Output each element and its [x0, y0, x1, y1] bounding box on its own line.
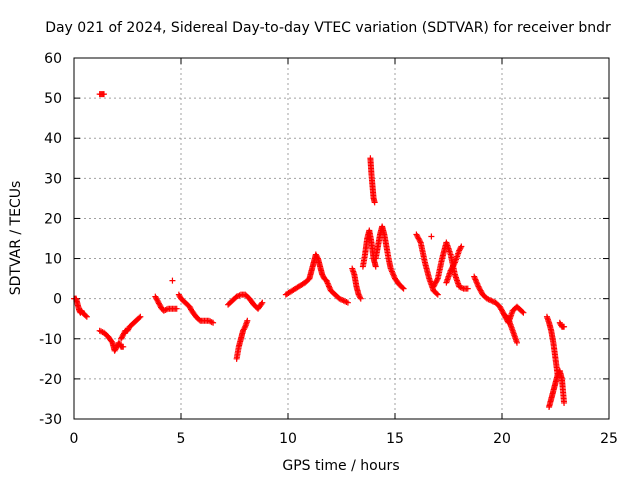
y-tick-label: 50	[44, 91, 62, 107]
y-tick-label: 60	[44, 51, 62, 67]
data-series-segment	[349, 265, 364, 302]
y-axis-label: SDTVAR / TECUs	[8, 181, 24, 296]
y-tick-label: 0	[53, 292, 62, 308]
data-series-segment	[96, 327, 127, 354]
data-point	[464, 285, 471, 292]
y-tick-label: -20	[39, 372, 62, 388]
data-series-segment	[152, 293, 180, 314]
data-point	[434, 276, 441, 283]
data-point	[120, 343, 127, 350]
data-series-segment	[546, 367, 568, 410]
data-point	[371, 199, 378, 206]
data-series-segment	[543, 313, 561, 378]
data-series-segment	[233, 317, 251, 362]
data-point	[208, 319, 215, 326]
data-series-segment	[118, 313, 144, 342]
data-series-segment	[443, 243, 465, 286]
data-series-segment	[169, 277, 176, 284]
x-tick-label: 5	[177, 431, 186, 447]
data-series-segment	[428, 233, 435, 240]
data-point	[416, 238, 423, 245]
data-point	[173, 305, 180, 312]
data-point	[136, 314, 143, 321]
data-series-segment	[225, 291, 266, 312]
y-tick-label: 10	[44, 252, 62, 268]
x-tick-label: 0	[70, 431, 79, 447]
chart-title: Day 021 of 2024, Sidereal Day-to-day VTE…	[45, 20, 611, 36]
data-point	[83, 313, 90, 320]
x-axis-label: GPS time / hours	[282, 458, 399, 474]
data-point	[428, 233, 435, 240]
data-point	[137, 313, 144, 320]
y-tick-label: 20	[44, 211, 62, 227]
x-tick-label: 25	[600, 431, 618, 447]
x-tick-layer: 0 5 10 15 20 25	[70, 58, 618, 447]
data-series-segment	[96, 91, 107, 98]
data-point	[163, 306, 170, 313]
data-point	[458, 243, 465, 250]
data-series-segment	[372, 223, 407, 292]
data-point	[519, 308, 526, 315]
y-tick-label: -30	[39, 412, 62, 428]
data-series-segment	[367, 155, 378, 206]
plot-frame	[73, 57, 610, 420]
data-point-layer	[71, 91, 568, 410]
x-tick-label: 20	[493, 431, 511, 447]
data-point	[100, 91, 107, 98]
data-point	[561, 399, 568, 406]
data-point	[210, 319, 217, 326]
data-series-segment	[501, 311, 520, 346]
data-point	[357, 295, 364, 302]
data-point	[169, 277, 176, 284]
data-series-segment	[323, 277, 351, 306]
y-tick-label: 30	[44, 171, 62, 187]
data-point	[314, 254, 321, 261]
x-tick-label: 15	[386, 431, 404, 447]
data-point	[344, 299, 351, 306]
data-point	[259, 299, 266, 306]
data-point	[561, 323, 568, 330]
data-series-segment	[359, 227, 379, 270]
data-point	[357, 294, 364, 301]
data-series-segment	[556, 319, 568, 330]
y-tick-label: -10	[39, 332, 62, 348]
data-point	[433, 290, 440, 297]
data-point	[520, 309, 527, 316]
data-point	[399, 284, 406, 291]
data-point	[207, 318, 214, 325]
data-point	[82, 312, 89, 319]
data-point	[434, 291, 441, 298]
data-point	[459, 284, 466, 291]
data-point	[513, 339, 520, 346]
data-series-segment	[175, 291, 217, 326]
y-tick-layer: -30 -20 -10 0 10 20 30 40 50 60	[39, 51, 609, 428]
data-series-segment	[471, 273, 527, 326]
x-tick-label: 10	[279, 431, 297, 447]
grid-layer	[74, 58, 609, 419]
data-point	[244, 317, 251, 324]
data-point	[241, 325, 248, 332]
data-series-segment	[413, 231, 441, 298]
data-point	[400, 285, 407, 292]
data-point	[451, 260, 458, 267]
data-series-segment	[282, 251, 330, 298]
data-point	[457, 244, 464, 251]
data-point	[372, 263, 379, 270]
data-point	[258, 300, 265, 307]
y-tick-label: 40	[44, 131, 62, 147]
